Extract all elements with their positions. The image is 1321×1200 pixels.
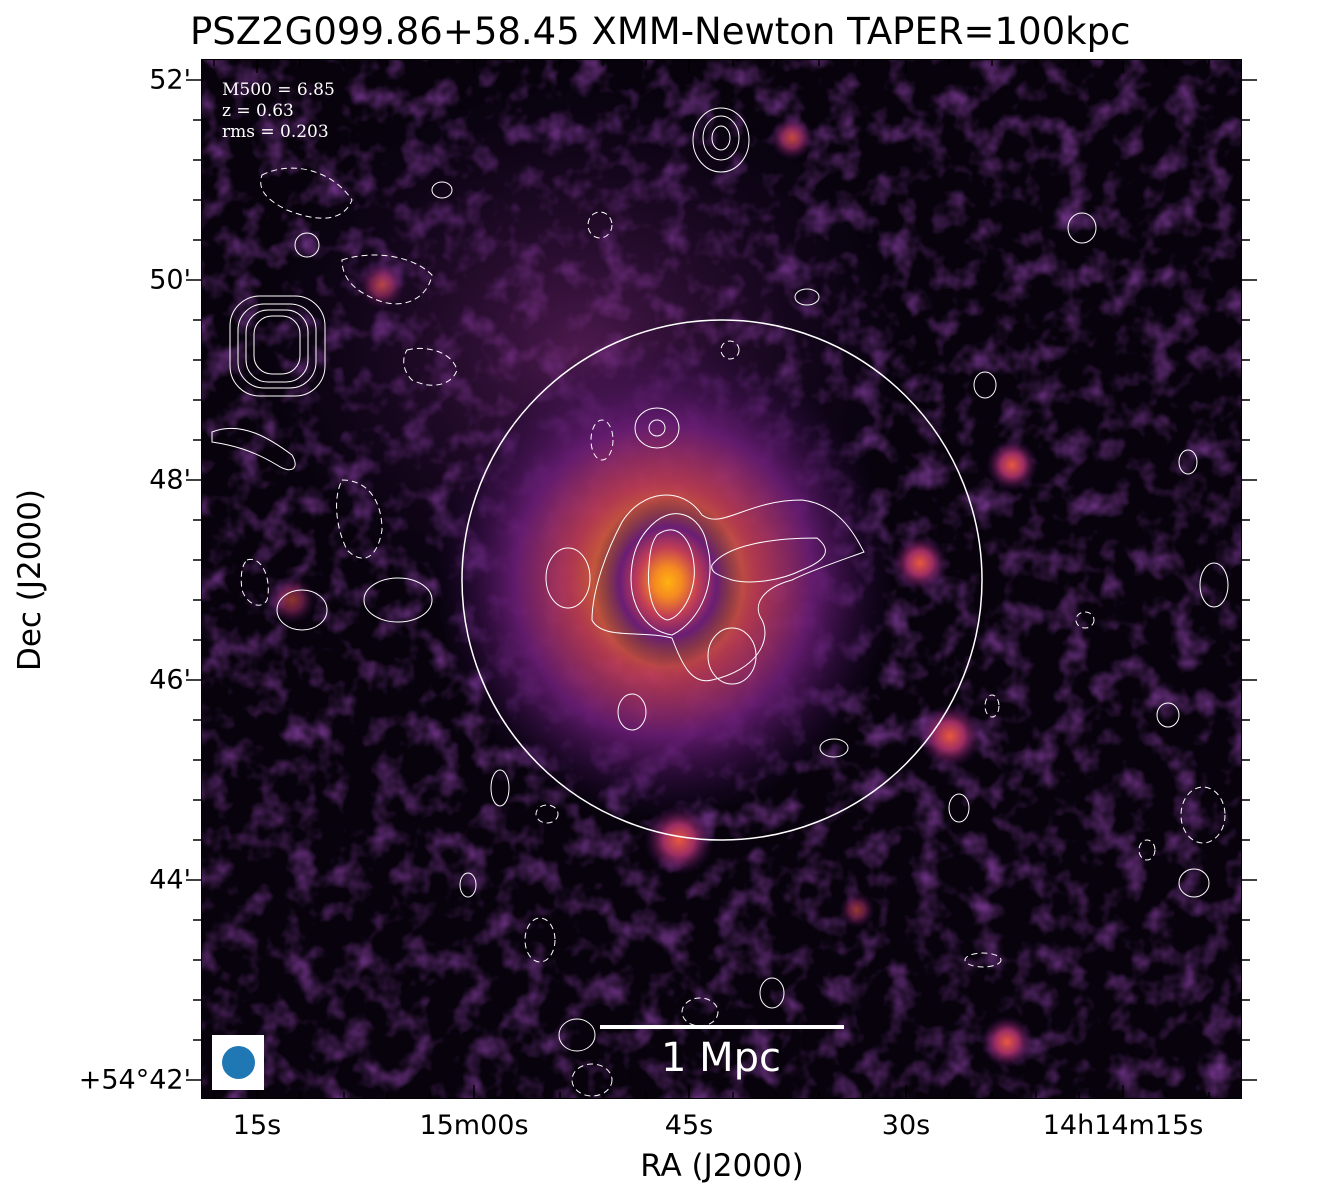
point-source — [770, 116, 814, 160]
y-tick-label: 44' — [149, 864, 191, 896]
mass-annotation: M500 = 6.85 — [222, 80, 335, 100]
xray-image — [202, 60, 1241, 1098]
r500-circle — [461, 319, 983, 841]
y-tick-label: 48' — [149, 464, 191, 496]
point-source — [644, 805, 714, 875]
figure-title: PSZ2G099.86+58.45 XMM-Newton TAPER=100kp… — [190, 10, 1131, 53]
x-tick-label: 15s — [232, 1110, 282, 1141]
rms-annotation: rms = 0.203 — [222, 122, 329, 142]
point-source — [268, 576, 316, 624]
point-source — [839, 892, 875, 928]
redshift-annotation: z = 0.63 — [222, 101, 294, 121]
radio-contours — [692, 107, 750, 173]
figure-title-wrap: PSZ2G099.86+58.45 XMM-Newton TAPER=100kp… — [190, 10, 1260, 58]
y-tick-label: 46' — [149, 664, 191, 696]
point-source — [892, 535, 948, 591]
image-panel — [201, 59, 1242, 1099]
x-tick-label: 45s — [664, 1110, 714, 1141]
negative-contours — [240, 167, 1226, 1097]
beam-ellipse — [222, 1046, 255, 1079]
x-tick-label: 14h14m15s — [1042, 1110, 1204, 1141]
point-source — [918, 704, 982, 768]
y-axis-label: Dec (J2000) — [12, 488, 48, 672]
point-source — [981, 1016, 1033, 1068]
x-tick-label: 15m00s — [419, 1110, 529, 1141]
beam-legend-box — [212, 1035, 264, 1090]
radio-contours — [545, 407, 865, 758]
point-source — [986, 439, 1038, 491]
y-tick-label: +54°42' — [78, 1064, 191, 1096]
y-tick-label: 52' — [149, 64, 191, 96]
scale-bar-label: 1 Mpc — [660, 1035, 782, 1081]
x-axis-label: RA (J2000) — [640, 1148, 804, 1184]
x-tick-label: 30s — [881, 1110, 931, 1141]
radio-contours — [211, 181, 1229, 1052]
y-tick-label: 50' — [149, 264, 191, 296]
